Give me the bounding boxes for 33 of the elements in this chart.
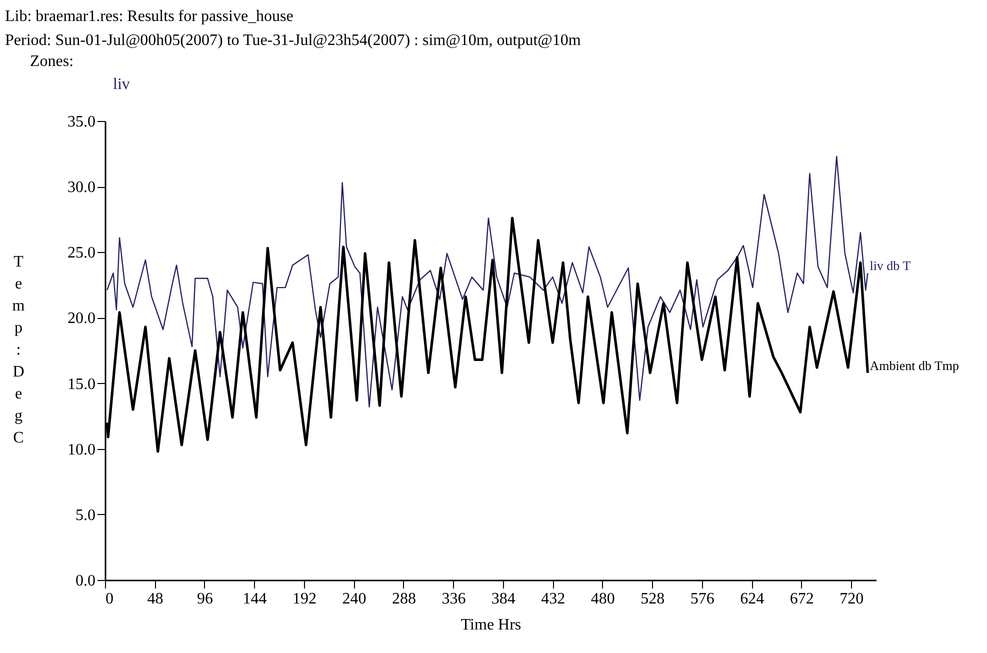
x-tick-label: 432 [541, 590, 566, 608]
y-tick-label: 35.0 [68, 114, 96, 130]
x-tick-label: 576 [690, 590, 714, 608]
x-tick-label: 384 [491, 590, 516, 608]
x-tick-label: 48 [147, 590, 164, 608]
x-axis-title: Time Hrs [460, 616, 522, 634]
y-tick-label: 25.0 [68, 244, 96, 262]
y-tick-label: 10.0 [68, 441, 96, 458]
series-label: liv db T [870, 258, 911, 274]
chart-title: Lib: braemar1.res: Results for passive_house [5, 8, 294, 25]
x-tick-label: 144 [242, 590, 267, 608]
y-tick-label: 0.0 [76, 572, 96, 590]
y-tick-label: 20.0 [68, 310, 96, 328]
y-tick-label: 15.0 [68, 376, 96, 393]
x-tick-label: 528 [640, 590, 665, 608]
line-series [106, 156, 868, 408]
x-tick-label: 720 [840, 590, 864, 608]
x-tick-label: 624 [740, 590, 764, 608]
text: Zones: [30, 53, 74, 70]
text: liv [113, 76, 130, 93]
text: Temp: DegC [12, 254, 25, 446]
x-tick-label: 192 [292, 590, 316, 608]
y-tick-label: 5.0 [76, 506, 96, 524]
x-tick-label: 480 [590, 590, 615, 608]
y-tick-label: 30.0 [68, 179, 96, 196]
x-tick-label: 288 [392, 590, 416, 608]
x-tick-label: 672 [790, 590, 814, 608]
x-tick-label: 240 [342, 590, 366, 608]
chart-subtitle: Period: Sun-01-Jul@00h05(2007) to Tue-31-Jul@23h54(2007) : sim@10m, output@10m [5, 32, 582, 49]
series-label: Ambient db Tmp [870, 358, 960, 373]
x-tick-label: 0 [106, 590, 114, 608]
x-tick-label: 96 [196, 590, 213, 608]
x-tick-label: 336 [442, 590, 466, 608]
